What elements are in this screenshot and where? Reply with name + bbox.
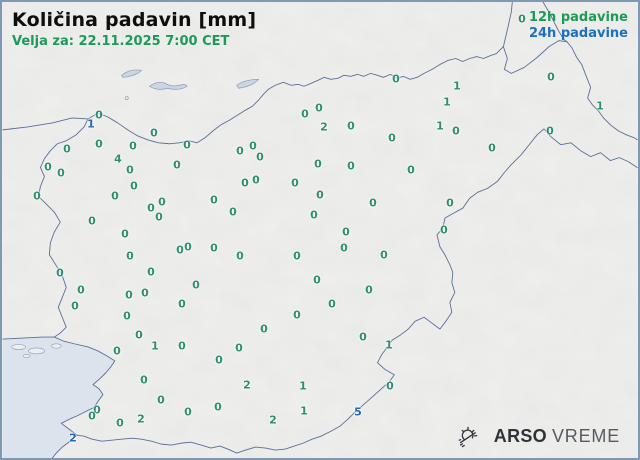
logo-text-vreme: VREME xyxy=(551,425,620,446)
arso-vreme-branding: ARSO VREME xyxy=(456,424,620,448)
legend-item-12h-padavine[interactable]: 12h padavine xyxy=(528,10,628,25)
lakes xyxy=(121,69,260,101)
adriatic-sea xyxy=(2,337,115,458)
legend-item-24h-padavine[interactable]: 24h padavine xyxy=(528,26,628,41)
valid-for-timestamp: Velja za: 22.11.2025 7:00 CET xyxy=(12,34,230,49)
page-title: Količina padavin [mm] xyxy=(12,9,257,31)
lagoon-islets xyxy=(11,343,62,358)
legend: 12h padavine 24h padavine xyxy=(529,10,628,42)
sun-icon xyxy=(458,426,478,448)
logo-text-arso: ARSO xyxy=(493,425,547,446)
